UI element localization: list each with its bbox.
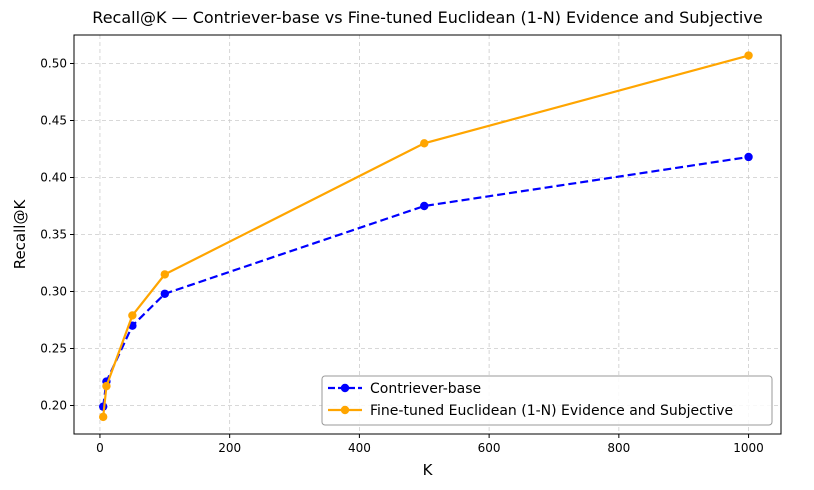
x-tick-label: 400 xyxy=(348,441,371,455)
x-tick-label: 600 xyxy=(478,441,501,455)
x-axis-label: K xyxy=(423,461,434,479)
data-point xyxy=(744,51,753,60)
y-axis-ticks: 0.20 0.25 0.30 0.35 0.40 0.45 0.50 xyxy=(40,57,74,413)
legend-label: Contriever-base xyxy=(370,381,481,397)
y-tick-label: 0.45 xyxy=(40,114,67,128)
y-tick-label: 0.30 xyxy=(40,285,67,299)
y-axis-label: Recall@K xyxy=(11,199,29,270)
data-point xyxy=(98,412,108,422)
series-layer xyxy=(98,51,753,422)
y-tick-label: 0.35 xyxy=(40,228,67,242)
data-point xyxy=(160,289,170,298)
series-line xyxy=(102,155,749,407)
series-line xyxy=(102,54,749,418)
data-point xyxy=(160,270,170,279)
legend-marker xyxy=(340,405,350,415)
x-tick-label: 0 xyxy=(96,441,104,455)
legend-box xyxy=(321,375,773,426)
series-1 xyxy=(98,152,753,411)
chart-title: Recall@K — Contriever-base vs Fine-tuned… xyxy=(92,8,762,27)
data-point xyxy=(102,381,111,391)
data-point xyxy=(420,201,429,211)
x-tick-label: 1000 xyxy=(733,441,764,455)
data-point xyxy=(744,152,753,162)
plot-frame xyxy=(73,34,782,435)
legend-item: Fine-tuned Euclidean (1-N) Evidence and … xyxy=(328,403,733,419)
y-tick-label: 0.50 xyxy=(40,57,67,71)
y-tick-label: 0.20 xyxy=(40,399,67,413)
data-point xyxy=(128,311,137,320)
legend-marker xyxy=(340,383,350,393)
grid xyxy=(74,35,781,434)
legend-item: Contriever-base xyxy=(328,381,481,397)
legend: Contriever-base Fine-tuned Euclidean (1-N… xyxy=(321,375,773,426)
x-axis-ticks: 0 200 400 600 800 1000 xyxy=(96,434,764,455)
x-tick-label: 800 xyxy=(607,441,630,455)
x-tick-label: 200 xyxy=(218,441,241,455)
series-2 xyxy=(98,51,753,422)
y-tick-label: 0.25 xyxy=(40,342,67,356)
data-point xyxy=(420,139,429,148)
y-tick-label: 0.40 xyxy=(40,171,67,185)
legend-label: Fine-tuned Euclidean (1-N) Evidence and … xyxy=(370,403,733,419)
